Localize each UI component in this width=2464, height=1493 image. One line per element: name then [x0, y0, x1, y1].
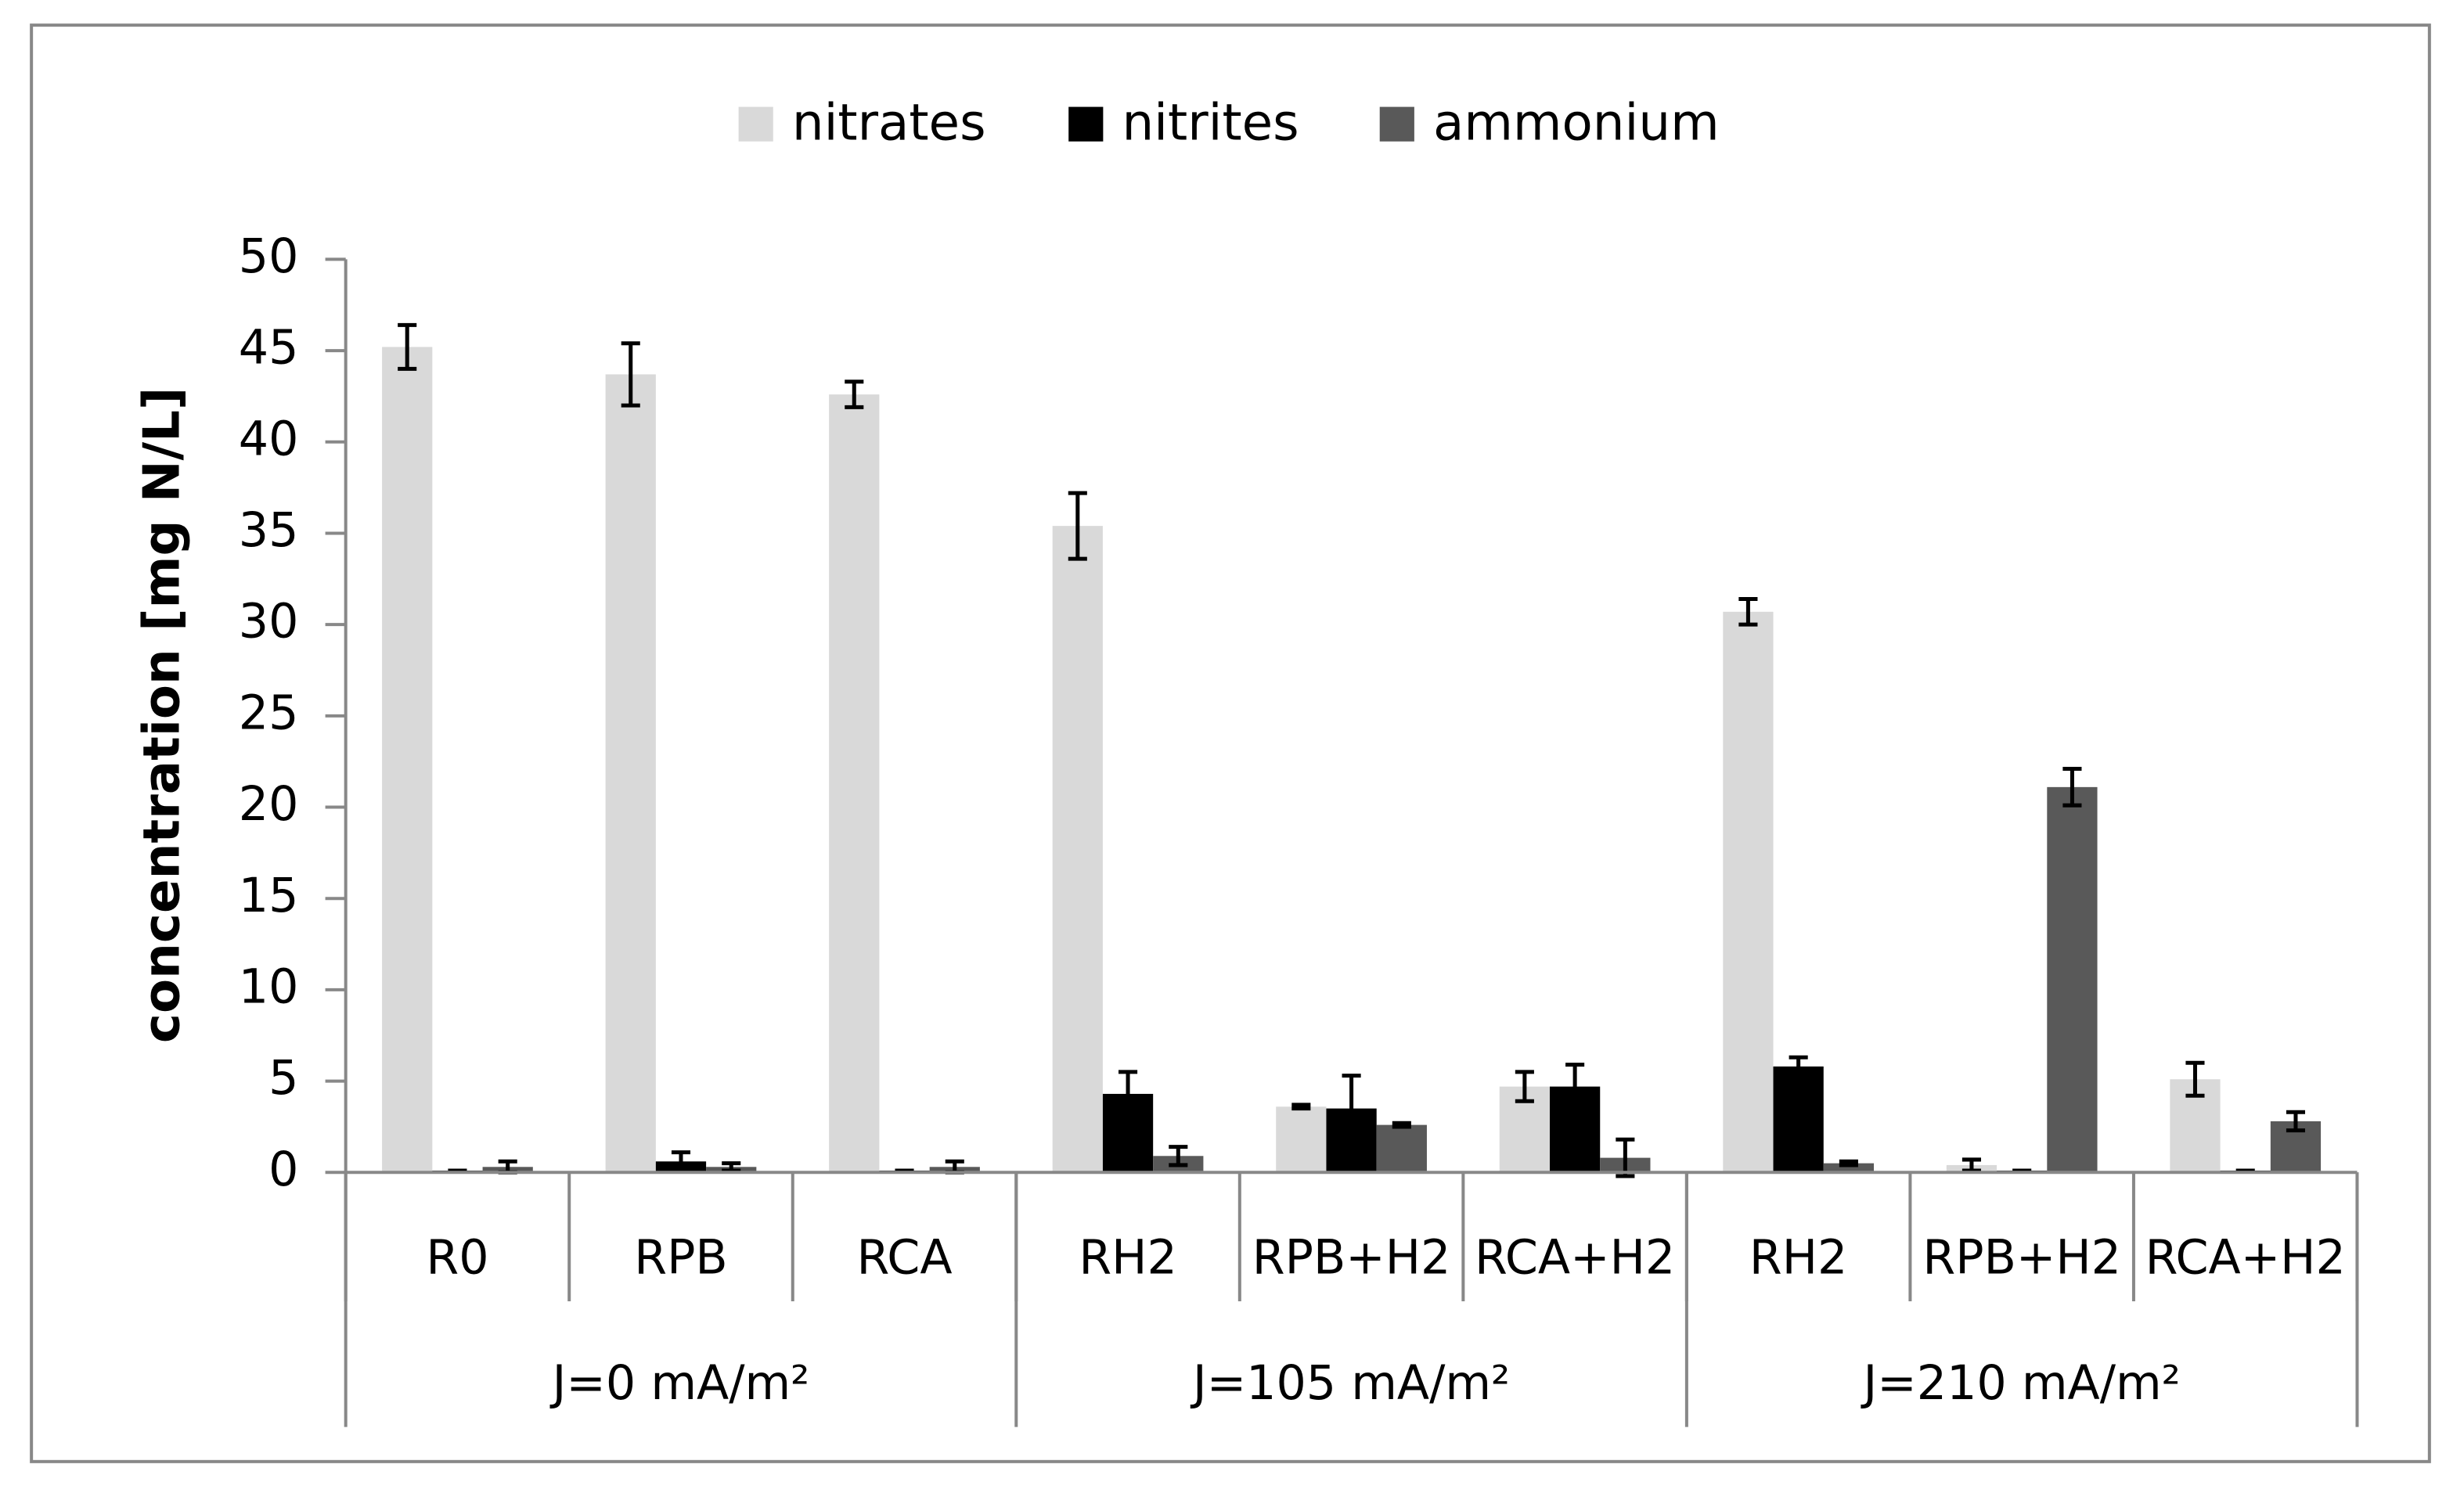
bar [1823, 1163, 1875, 1173]
x-tick-label: RPB+H2 [1922, 1230, 2121, 1285]
error-bar [1169, 1145, 1188, 1167]
x-tick-label: RH2 [1079, 1230, 1176, 1285]
x-tick-label: RPB+H2 [1252, 1230, 1451, 1285]
bar [1723, 611, 1774, 1173]
error-bar [845, 380, 864, 409]
bar [382, 347, 433, 1173]
error-bar [1392, 1121, 1411, 1129]
x-tick-label: RCA+H2 [2145, 1230, 2346, 1285]
y-tick-label: 0 [268, 1142, 298, 1197]
group-label: J=210 mA/m² [1861, 1356, 2181, 1411]
error-bar [1738, 596, 1758, 627]
error-bar [1839, 1159, 1858, 1167]
y-tick-label: 10 [239, 959, 299, 1014]
y-tick-label: 25 [239, 685, 299, 740]
legend-swatch [1068, 106, 1104, 142]
error-bar [1068, 491, 1087, 561]
error-bar [621, 341, 640, 408]
error-bar [2286, 1110, 2306, 1133]
x-tick-label: RCA+H2 [1475, 1230, 1675, 1285]
error-bar [1961, 1157, 1981, 1173]
error-bar [1789, 1055, 1808, 1078]
error-bar [671, 1150, 691, 1173]
error-bar [398, 322, 417, 371]
legend-label: nitrites [1122, 93, 1299, 152]
y-tick-label: 45 [239, 321, 299, 376]
error-bar [1515, 1070, 1534, 1103]
y-tick-label: 15 [239, 869, 299, 923]
bar [1276, 1106, 1327, 1173]
legend-swatch [1379, 106, 1414, 142]
y-tick-label: 35 [239, 503, 299, 558]
bar [2047, 786, 2098, 1173]
bar [605, 374, 656, 1173]
bar [1376, 1124, 1427, 1173]
bar [1773, 1066, 1824, 1173]
bar [1052, 526, 1103, 1173]
error-bar [2062, 767, 2082, 808]
error-bar [1342, 1074, 1361, 1144]
y-tick-label: 40 [239, 412, 299, 466]
group-label: J=105 mA/m² [1190, 1356, 1510, 1411]
legend-swatch [738, 106, 773, 142]
error-bar [1616, 1137, 1635, 1178]
error-bar [1291, 1103, 1311, 1111]
x-tick-label: R0 [426, 1230, 488, 1285]
group-label: J=0 mA/m² [549, 1356, 810, 1411]
x-tick-label: RCA [856, 1230, 952, 1285]
error-bar [1119, 1070, 1138, 1118]
error-bar [722, 1161, 741, 1173]
y-axis-title: concentration [mg N/L] [132, 387, 191, 1043]
y-tick-label: 30 [239, 595, 299, 649]
y-tick-label: 50 [239, 229, 299, 284]
x-tick-label: RPB [634, 1230, 727, 1285]
bar [829, 394, 880, 1173]
error-bar [1565, 1063, 1585, 1111]
y-tick-label: 20 [239, 777, 299, 832]
legend-label: nitrates [792, 93, 986, 152]
x-tick-label: RH2 [1749, 1230, 1847, 1285]
error-bar [2185, 1060, 2205, 1098]
y-tick-label: 5 [268, 1051, 298, 1106]
legend-label: ammonium [1433, 93, 1720, 152]
